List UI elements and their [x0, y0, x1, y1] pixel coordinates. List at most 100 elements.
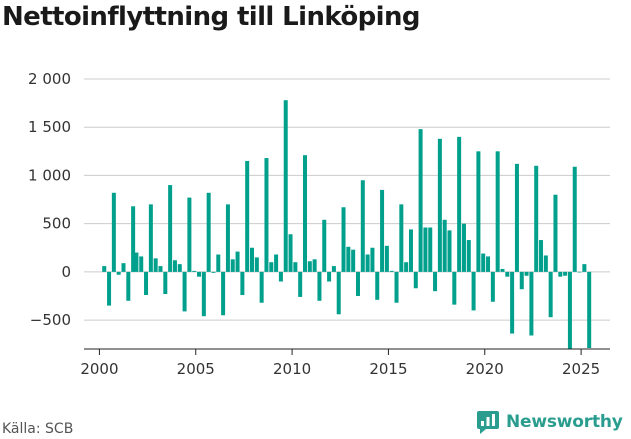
bar: [172, 260, 177, 272]
bar: [111, 192, 116, 272]
bar: [577, 271, 582, 273]
bar: [471, 271, 476, 311]
bar: [418, 129, 423, 272]
bar: [322, 219, 327, 272]
bar: [423, 227, 428, 272]
bar: [230, 259, 235, 272]
bar: [558, 271, 563, 277]
bar: [447, 230, 452, 272]
brand-logo: Newsworthy: [476, 409, 623, 435]
bar: [102, 266, 107, 272]
bar: [428, 227, 433, 272]
bar: [563, 271, 568, 276]
bar: [389, 270, 394, 272]
bar: [134, 252, 139, 272]
bar: [264, 158, 269, 272]
bar: [221, 271, 226, 316]
bar: [168, 185, 173, 272]
bar: [177, 264, 182, 272]
chart-title: Nettoinflyttning till Linköping: [2, 2, 420, 32]
bar: [327, 271, 332, 282]
bar: [529, 271, 534, 336]
bar: [433, 271, 438, 292]
bar: [312, 259, 317, 272]
bar: [144, 271, 149, 295]
bar: [452, 271, 457, 305]
bar: [225, 204, 230, 272]
bar: [317, 271, 322, 301]
bar: [331, 266, 336, 272]
bar: [408, 229, 413, 272]
bar: [254, 257, 259, 272]
bar: [131, 206, 136, 272]
bar: [476, 151, 481, 272]
bar: [197, 271, 202, 277]
bar: [274, 254, 279, 272]
bar: [250, 247, 255, 272]
x-tick-label: 2020: [466, 360, 504, 378]
bar: [543, 255, 548, 272]
x-tick-label: 2015: [369, 360, 407, 378]
bar: [278, 271, 283, 282]
bar: [587, 271, 592, 349]
bar: [187, 197, 192, 272]
bar: [303, 155, 307, 272]
bar: [539, 240, 544, 272]
y-tick-label: −500: [30, 311, 71, 329]
bar: [380, 189, 385, 272]
x-tick-label: 2010: [273, 360, 311, 378]
bar: [201, 271, 206, 317]
bar: [235, 251, 240, 272]
bar: [481, 253, 486, 272]
bar: [457, 136, 462, 272]
bar: [404, 262, 409, 272]
bar: [466, 240, 471, 272]
bar: [505, 271, 510, 277]
bar: [461, 223, 466, 272]
bar: [240, 271, 245, 295]
bar: [192, 270, 197, 272]
bar: [510, 271, 515, 334]
bar: [307, 261, 312, 272]
bar: [437, 138, 442, 272]
y-tick-label: 500: [42, 215, 71, 233]
y-tick-label: 1 000: [28, 166, 71, 184]
bar: [216, 254, 221, 272]
newsworthy-bubble-icon: [477, 411, 499, 434]
y-tick-label: 0: [61, 263, 71, 281]
bar: [298, 271, 303, 297]
bar: [139, 256, 144, 272]
bar: [288, 234, 293, 272]
bar: [365, 254, 370, 272]
bar: [413, 271, 418, 289]
bar: [126, 271, 131, 301]
bar: [211, 271, 216, 273]
bar: [524, 271, 529, 276]
bar: [153, 258, 158, 272]
bar: [514, 163, 519, 272]
bar: [355, 271, 360, 296]
bar: [495, 151, 500, 272]
y-tick-label: 2 000: [28, 70, 71, 88]
bar: [116, 271, 121, 275]
bar: [259, 271, 264, 303]
x-tick-label: 2000: [80, 360, 118, 378]
bar: [399, 204, 404, 272]
bar: [148, 204, 153, 272]
bar: [534, 165, 539, 272]
bar: [582, 264, 587, 272]
bar: [341, 207, 346, 272]
x-tick-label: 2025: [562, 360, 600, 378]
bar: [269, 262, 274, 272]
brand-name: Newsworthy: [506, 412, 623, 432]
bar: [283, 100, 288, 272]
bar: [519, 271, 524, 290]
bar: [548, 271, 553, 318]
bar: [293, 262, 298, 272]
bar: [351, 249, 356, 272]
bar: [336, 271, 341, 315]
bar: [163, 271, 168, 295]
x-tick-label: 2005: [177, 360, 215, 378]
bar: [486, 256, 491, 272]
